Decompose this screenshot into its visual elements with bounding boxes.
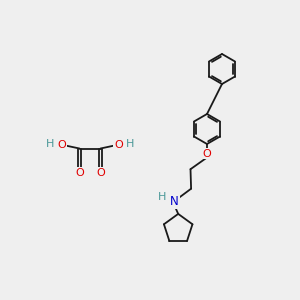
Text: O: O [96, 167, 105, 178]
Text: O: O [202, 148, 211, 159]
Text: H: H [126, 139, 134, 149]
Text: H: H [158, 192, 166, 202]
Text: H: H [46, 139, 54, 149]
Text: N: N [170, 195, 179, 208]
Text: O: O [114, 140, 123, 150]
Text: O: O [75, 167, 84, 178]
Text: O: O [57, 140, 66, 150]
